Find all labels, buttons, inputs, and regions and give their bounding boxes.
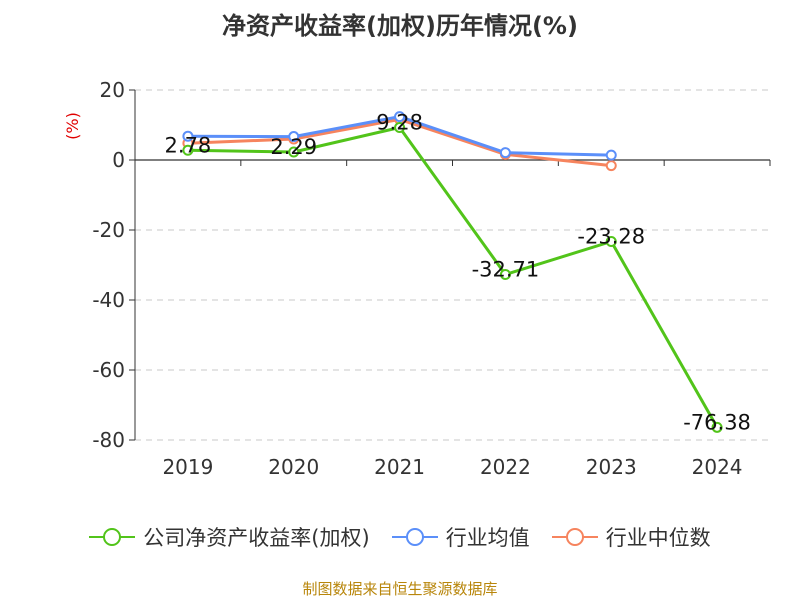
chart-title: 净资产收益率(加权)历年情况(%) bbox=[222, 12, 578, 40]
legend-item[interactable]: 行业中位数 bbox=[551, 522, 711, 552]
data-point bbox=[182, 130, 194, 142]
x-tick-label: 2024 bbox=[692, 455, 743, 479]
source-note: 制图数据来自恒生聚源数据库 bbox=[302, 580, 498, 598]
line-chart: 20 0 -20 -40 -60 -80 2019 2020 2021 2022 2023 2024 (… bbox=[63, 78, 771, 479]
x-tick-label: 2020 bbox=[268, 455, 319, 479]
legend-item[interactable]: 行业均值 bbox=[391, 522, 530, 552]
data-point bbox=[499, 268, 511, 280]
data-label: 2.78 bbox=[165, 133, 212, 157]
data-label: 2.29 bbox=[270, 135, 317, 159]
legend-label: 公司净资产收益率(加权) bbox=[143, 526, 370, 550]
x-tick-label: 2021 bbox=[374, 455, 425, 479]
y-tick-label: -80 bbox=[92, 428, 125, 452]
data-point bbox=[288, 146, 300, 158]
legend-line-marker-icon bbox=[391, 528, 438, 546]
x-tick-label: 2023 bbox=[586, 455, 637, 479]
data-label: -23.28 bbox=[577, 224, 645, 248]
y-tick-label: -60 bbox=[92, 358, 125, 382]
y-tick-label: -40 bbox=[92, 288, 125, 312]
legend-item[interactable]: 公司净资产收益率(加权) bbox=[89, 522, 370, 552]
legend-label: 行业均值 bbox=[445, 526, 530, 550]
legend-line-marker-icon bbox=[551, 528, 598, 546]
x-tick-label: 2019 bbox=[162, 455, 213, 479]
legend: 公司净资产收益率(加权) 行业均值 行业中位数 bbox=[0, 522, 800, 552]
legend-line-marker-icon bbox=[89, 528, 136, 546]
data-label: -32.71 bbox=[472, 257, 540, 281]
data-point bbox=[182, 144, 194, 156]
data-point bbox=[288, 131, 300, 143]
data-point bbox=[394, 111, 406, 123]
y-tick-label: -20 bbox=[92, 218, 125, 242]
y-tick-label: 20 bbox=[100, 78, 125, 102]
x-tick-label: 2022 bbox=[480, 455, 531, 479]
data-point bbox=[605, 160, 617, 172]
data-point bbox=[711, 421, 723, 433]
data-point bbox=[605, 149, 617, 161]
y-axis-label: (%) bbox=[63, 112, 82, 140]
legend-label: 行业中位数 bbox=[605, 526, 711, 550]
data-point bbox=[394, 122, 406, 134]
y-tick-label: 0 bbox=[112, 148, 125, 172]
data-point bbox=[499, 147, 511, 159]
data-label: -76.38 bbox=[683, 410, 751, 434]
data-point bbox=[605, 235, 617, 247]
data-label: 9.28 bbox=[376, 111, 423, 135]
series-line bbox=[187, 126, 719, 429]
